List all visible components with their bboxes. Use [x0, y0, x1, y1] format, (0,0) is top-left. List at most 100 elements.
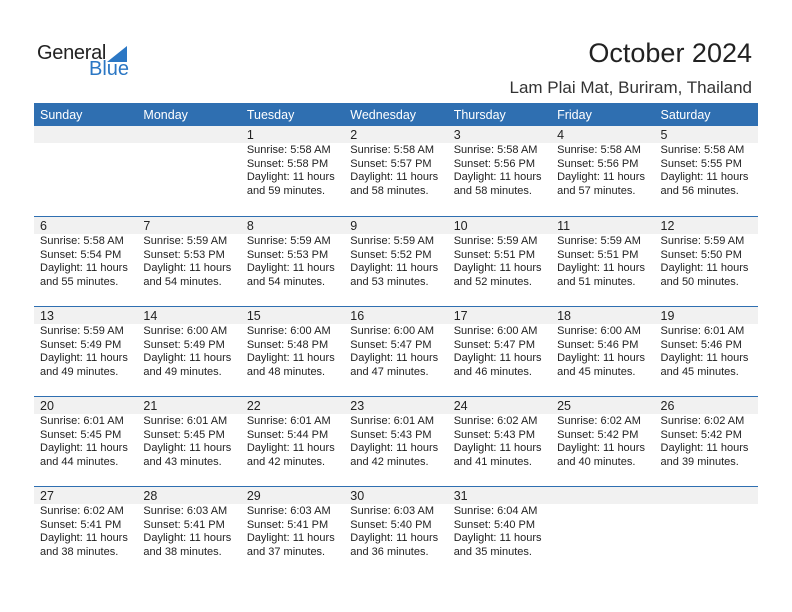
- empty-cell: [551, 487, 655, 576]
- day-number: 6: [40, 219, 47, 233]
- minutes-text: and 49 minutes.: [40, 365, 119, 378]
- sunrise-text: Sunrise: 6:00 AM: [557, 325, 641, 337]
- weekday-sunday: Sunday: [40, 108, 83, 122]
- day-cell: 3 Sunrise: 5:58 AM Sunset: 5:56 PM Daylight…: [447, 126, 552, 216]
- day-number: 26: [660, 399, 675, 413]
- day-number: 27: [40, 489, 54, 503]
- sunset-text: Sunset: 5:45 PM: [143, 428, 225, 441]
- sunrise-text: Sunrise: 6:04 AM: [453, 505, 538, 517]
- daylight-text: Daylight: 11 hours: [40, 532, 128, 544]
- day-info: Sunrise: 6:00 AM Sunset: 5:48 PM Daylight:…: [247, 325, 335, 379]
- day-cell: 14 Sunrise: 6:00 AM Sunset: 5:49 PM Dayligh…: [137, 307, 241, 396]
- week-row: 20 Sunrise: 6:01 AM Sunset: 5:45 PM Dayligh…: [34, 396, 758, 486]
- sunset-text: Sunset: 5:58 PM: [246, 157, 329, 170]
- day-cell: 18 Sunrise: 6:00 AM Sunset: 5:46 PM Dayligh…: [551, 307, 655, 396]
- day-number: 1: [246, 128, 254, 142]
- minutes-text: and 51 minutes.: [557, 275, 636, 288]
- daylight-text: Daylight: 11 hours: [660, 352, 749, 364]
- day-number: 16: [350, 309, 365, 323]
- day-info: Sunrise: 6:01 AM Sunset: 5:46 PM Daylight:…: [661, 325, 749, 379]
- minutes-text: and 38 minutes.: [40, 545, 119, 558]
- day-number: 4: [557, 128, 565, 142]
- minutes-text: and 47 minutes.: [350, 365, 429, 378]
- day-band: [240, 487, 345, 504]
- sunset-text: Sunset: 5:40 PM: [350, 518, 432, 531]
- minutes-text: and 49 minutes.: [143, 365, 222, 378]
- day-info: Sunrise: 6:02 AM Sunset: 5:42 PM Daylight:…: [557, 415, 645, 469]
- day-cell: 7 Sunrise: 5:59 AM Sunset: 5:53 PM Daylight…: [137, 217, 241, 306]
- daylight-text: Daylight: 11 hours: [660, 171, 749, 183]
- day-info: Sunrise: 5:58 AM Sunset: 5:58 PM Daylight:…: [247, 144, 335, 198]
- day-info: Sunrise: 6:00 AM Sunset: 5:47 PM Daylight:…: [454, 325, 542, 379]
- minutes-text: and 44 minutes.: [40, 455, 119, 468]
- day-band: [34, 126, 138, 143]
- minutes-text: and 52 minutes.: [453, 275, 532, 288]
- weekday-thursday: Thursday: [453, 108, 506, 122]
- daylight-text: Daylight: 11 hours: [557, 442, 645, 454]
- day-cell: 11 Sunrise: 5:59 AM Sunset: 5:51 PM Dayligh…: [551, 217, 655, 306]
- day-info: Sunrise: 5:59 AM Sunset: 5:51 PM Daylight:…: [454, 235, 542, 289]
- minutes-text: and 56 minutes.: [660, 184, 739, 197]
- day-cell: 17 Sunrise: 6:00 AM Sunset: 5:47 PM Dayligh…: [447, 307, 552, 396]
- day-number: 9: [350, 219, 358, 233]
- day-band: [551, 397, 655, 414]
- sunset-text: Sunset: 5:42 PM: [557, 428, 639, 441]
- day-band: [34, 487, 138, 504]
- minutes-text: and 36 minutes.: [350, 545, 429, 558]
- weekday-friday: Friday: [557, 108, 592, 122]
- day-info: Sunrise: 5:58 AM Sunset: 5:56 PM Daylight:…: [454, 144, 542, 198]
- weekday-saturday: Saturday: [660, 108, 711, 122]
- day-band: [240, 307, 345, 324]
- minutes-text: and 37 minutes.: [246, 545, 326, 558]
- day-cell: 26 Sunrise: 6:02 AM Sunset: 5:42 PM Dayligh…: [654, 397, 758, 486]
- sunset-text: Sunset: 5:51 PM: [557, 248, 639, 261]
- day-info: Sunrise: 5:58 AM Sunset: 5:56 PM Daylight:…: [557, 144, 645, 198]
- day-cell: 9 Sunrise: 5:59 AM Sunset: 5:52 PM Daylight…: [344, 217, 448, 306]
- day-cell: 23 Sunrise: 6:01 AM Sunset: 5:43 PM Dayligh…: [344, 397, 448, 486]
- minutes-text: and 45 minutes.: [660, 365, 739, 378]
- week-row: 6 Sunrise: 5:58 AM Sunset: 5:54 PM Daylight…: [34, 216, 758, 306]
- day-cell: 28 Sunrise: 6:03 AM Sunset: 5:41 PM Dayligh…: [137, 487, 241, 576]
- day-cell: 20 Sunrise: 6:01 AM Sunset: 5:45 PM Dayligh…: [34, 397, 138, 486]
- day-cell: 30 Sunrise: 6:03 AM Sunset: 5:40 PM Dayligh…: [344, 487, 448, 576]
- day-band: [34, 217, 138, 234]
- day-band: [447, 217, 552, 234]
- sunrise-text: Sunrise: 6:01 AM: [40, 415, 124, 427]
- logo-text-general: General: [37, 42, 107, 64]
- daylight-text: Daylight: 11 hours: [246, 532, 335, 544]
- sunrise-text: Sunrise: 5:59 AM: [143, 235, 228, 247]
- sunset-text: Sunset: 5:42 PM: [660, 428, 742, 441]
- day-info: Sunrise: 5:58 AM Sunset: 5:54 PM Daylight:…: [40, 235, 128, 289]
- day-band: [344, 307, 448, 324]
- day-cell: 15 Sunrise: 6:00 AM Sunset: 5:48 PM Dayligh…: [240, 307, 345, 396]
- day-band: [344, 217, 448, 234]
- minutes-text: and 46 minutes.: [453, 365, 532, 378]
- day-band: [34, 307, 138, 324]
- day-band: [447, 397, 552, 414]
- day-band: [344, 126, 448, 143]
- day-number: 22: [246, 399, 261, 413]
- sunset-text: Sunset: 5:55 PM: [660, 157, 742, 170]
- day-cell: 8 Sunrise: 5:59 AM Sunset: 5:53 PM Daylight…: [240, 217, 345, 306]
- day-band: [551, 217, 655, 234]
- day-band: [551, 487, 655, 504]
- sunrise-text: Sunrise: 5:59 AM: [660, 235, 745, 247]
- daylight-text: Daylight: 11 hours: [350, 352, 439, 364]
- minutes-text: and 48 minutes.: [246, 365, 326, 378]
- sunrise-text: Sunrise: 6:00 AM: [453, 325, 538, 337]
- day-band: [137, 126, 241, 143]
- sunset-text: Sunset: 5:51 PM: [453, 248, 536, 261]
- sunset-text: Sunset: 5:41 PM: [246, 518, 329, 531]
- week-row: 27 Sunrise: 6:02 AM Sunset: 5:41 PM Dayligh…: [34, 486, 758, 576]
- day-number: 8: [246, 219, 254, 233]
- daylight-text: Daylight: 11 hours: [453, 352, 542, 364]
- day-info: Sunrise: 5:59 AM Sunset: 5:52 PM Daylight:…: [350, 235, 438, 289]
- day-info: Sunrise: 6:00 AM Sunset: 5:49 PM Daylight:…: [143, 325, 231, 379]
- daylight-text: Daylight: 11 hours: [40, 352, 128, 364]
- day-info: Sunrise: 6:01 AM Sunset: 5:45 PM Daylight:…: [143, 415, 231, 469]
- day-band: [447, 126, 552, 143]
- week-row: 1 Sunrise: 5:58 AM Sunset: 5:58 PM Daylight…: [34, 126, 758, 216]
- sunset-text: Sunset: 5:54 PM: [40, 248, 122, 261]
- day-band: [34, 397, 138, 414]
- day-band: [654, 217, 758, 234]
